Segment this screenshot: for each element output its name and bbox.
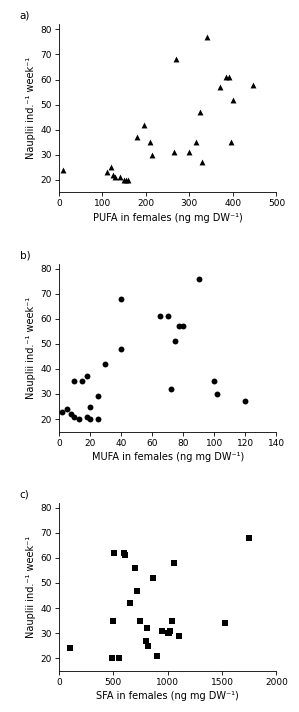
Point	[224, 71, 229, 83]
Point	[243, 396, 248, 407]
Point	[124, 174, 129, 186]
Point	[104, 167, 109, 178]
Point	[205, 31, 209, 43]
X-axis label: SFA in females (ng mg DW⁻¹): SFA in females (ng mg DW⁻¹)	[96, 691, 239, 701]
Point	[95, 414, 100, 425]
Point	[166, 627, 171, 639]
Point	[80, 376, 85, 387]
Point	[146, 640, 150, 651]
Point	[61, 164, 65, 176]
Point	[170, 615, 174, 627]
Point	[154, 650, 159, 661]
Point	[126, 174, 131, 186]
X-axis label: MUFA in females (ng mg DW⁻¹): MUFA in females (ng mg DW⁻¹)	[91, 451, 244, 461]
Point	[95, 391, 100, 402]
Point	[193, 137, 198, 148]
Point	[88, 401, 92, 412]
Point	[165, 310, 170, 322]
Point	[110, 652, 115, 664]
Point	[158, 310, 162, 322]
Point	[151, 572, 156, 584]
Point	[172, 557, 176, 569]
Point	[138, 615, 143, 627]
Point	[60, 406, 64, 417]
Point	[132, 562, 137, 574]
Point	[69, 409, 74, 420]
Point	[112, 548, 117, 559]
Point	[231, 94, 235, 105]
Point	[72, 411, 77, 422]
Point	[123, 550, 128, 561]
Point	[176, 320, 181, 332]
Point	[116, 652, 121, 664]
Point	[67, 642, 72, 654]
Point	[64, 403, 69, 414]
Point	[127, 597, 132, 609]
X-axis label: PUFA in females (ng mg DW⁻¹): PUFA in females (ng mg DW⁻¹)	[93, 212, 242, 223]
Point	[72, 376, 77, 387]
Point	[198, 106, 203, 117]
Point	[84, 411, 89, 422]
Point	[212, 376, 217, 387]
Point	[122, 548, 126, 559]
Point	[165, 627, 170, 639]
Point	[144, 635, 148, 646]
Point	[122, 174, 126, 186]
Point	[181, 320, 186, 332]
Point	[172, 147, 176, 158]
Point	[168, 383, 173, 394]
Y-axis label: Nauplii ind.⁻¹ week⁻¹: Nauplii ind.⁻¹ week⁻¹	[26, 57, 36, 159]
Point	[223, 617, 228, 629]
Point	[150, 149, 155, 160]
Point	[141, 119, 146, 130]
Point	[119, 343, 123, 355]
Point	[144, 622, 149, 634]
Point	[247, 532, 252, 543]
Point	[228, 137, 233, 148]
Point	[77, 414, 81, 425]
Point	[200, 157, 205, 168]
Point	[173, 335, 178, 347]
Point	[148, 137, 152, 148]
Point	[226, 71, 231, 83]
Point	[109, 162, 113, 173]
Text: c): c)	[20, 489, 29, 499]
Point	[117, 172, 122, 183]
Y-axis label: Nauplii ind.⁻¹ week⁻¹: Nauplii ind.⁻¹ week⁻¹	[26, 535, 36, 638]
Point	[111, 169, 116, 181]
Point	[176, 630, 181, 642]
Point	[135, 585, 140, 596]
Point	[88, 414, 92, 425]
Point	[174, 54, 179, 66]
Point	[119, 293, 123, 304]
Point	[113, 172, 118, 183]
Point	[250, 79, 255, 90]
Point	[196, 273, 201, 284]
Point	[160, 625, 164, 637]
Point	[215, 388, 220, 399]
Y-axis label: Nauplii ind.⁻¹ week⁻¹: Nauplii ind.⁻¹ week⁻¹	[26, 296, 36, 399]
Text: b): b)	[20, 250, 30, 260]
Point	[187, 147, 192, 158]
Point	[111, 615, 116, 627]
Point	[167, 625, 172, 637]
Text: a): a)	[20, 11, 30, 21]
Point	[217, 81, 222, 93]
Point	[84, 371, 89, 382]
Point	[135, 132, 140, 143]
Point	[103, 358, 108, 370]
